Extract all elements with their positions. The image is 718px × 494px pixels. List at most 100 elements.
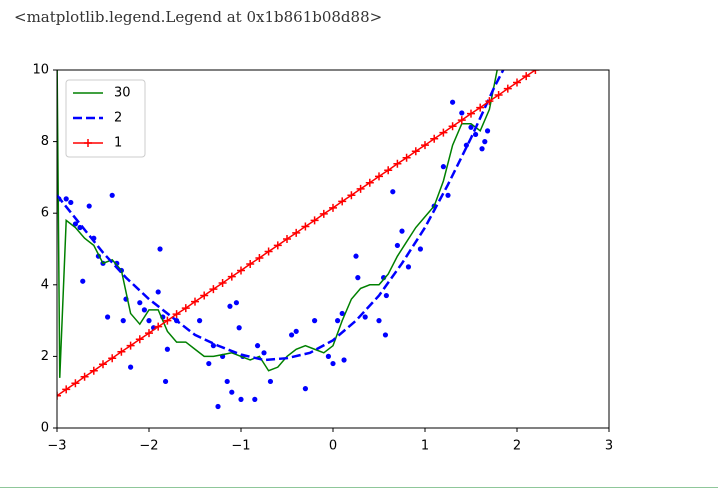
plus-marker (310, 216, 319, 225)
plus-marker (301, 222, 310, 231)
plus-marker (485, 97, 494, 106)
scatter-point (197, 318, 203, 324)
scatter-point (238, 396, 244, 402)
scatter-point (325, 353, 331, 359)
scatter-point (394, 242, 400, 249)
plus-marker (503, 84, 512, 93)
scatter-point (445, 192, 451, 198)
plus-marker (117, 347, 126, 356)
x-tick-label: −3 (47, 439, 66, 454)
plus-marker (172, 310, 181, 319)
scatter-point (137, 300, 143, 306)
scatter-point (162, 378, 169, 385)
plus-marker (154, 322, 163, 331)
plus-marker (237, 266, 245, 275)
plus-marker (126, 341, 135, 350)
scatter-point (376, 318, 382, 324)
x-tick-label: 2 (513, 439, 521, 454)
scatter-point (267, 378, 274, 385)
legend-marker (84, 139, 92, 147)
scatter-point (383, 292, 389, 299)
plus-marker (80, 372, 89, 381)
plus-marker (531, 70, 540, 74)
x-tick-label: −1 (231, 439, 250, 454)
scatter-point (233, 300, 239, 306)
scatter-point (261, 350, 267, 356)
plus-marker (227, 272, 236, 281)
scatter-point (157, 246, 163, 252)
scatter-point (141, 307, 147, 313)
plus-marker (57, 391, 61, 400)
x-tick-label: 0 (329, 439, 337, 454)
plus-marker (457, 116, 466, 125)
plus-marker (246, 260, 255, 269)
plus-marker (62, 385, 71, 394)
scatter-point (339, 310, 345, 317)
scatter-point (390, 189, 396, 195)
scatter-point (146, 318, 152, 324)
legend-label: 1 (114, 136, 122, 151)
plus-marker (375, 172, 383, 181)
scatter-point (330, 360, 336, 367)
bottom-border (0, 487, 718, 488)
plus-marker (292, 228, 301, 237)
plus-marker (347, 191, 356, 200)
series-line (57, 70, 498, 378)
x-tick-label: −2 (139, 439, 158, 454)
axes-frame (56, 69, 610, 429)
y-tick-label: 6 (41, 206, 49, 221)
plus-marker (200, 291, 209, 300)
scatter-point (484, 128, 491, 134)
legend-label: 2 (114, 111, 122, 126)
plus-marker (283, 234, 291, 243)
scatter-point (468, 124, 474, 130)
scatter-point (86, 203, 92, 209)
plus-marker (181, 304, 190, 313)
scatter-point (362, 314, 368, 320)
scatter-point (382, 332, 389, 338)
legend-label: 30 (114, 86, 131, 101)
scatter-point (164, 346, 170, 352)
y-tick-label: 8 (41, 134, 49, 149)
scatter-point (128, 364, 134, 370)
scatter-point (405, 264, 412, 270)
y-tick-label: 10 (32, 63, 49, 78)
plus-marker (494, 91, 503, 100)
scatter-point (459, 110, 465, 116)
scatter-point (399, 228, 405, 234)
plus-marker (411, 147, 420, 156)
scatter-point (68, 199, 74, 206)
scatter-point (335, 318, 341, 324)
plus-marker (99, 360, 107, 369)
scatter-point (252, 396, 258, 402)
scatter-point (293, 328, 299, 334)
plus-marker (135, 335, 144, 344)
y-tick-label: 4 (41, 277, 49, 292)
scatter-point (417, 246, 423, 252)
plus-marker (264, 247, 273, 256)
plus-marker (108, 354, 117, 363)
plus-marker (467, 109, 475, 118)
plus-marker (255, 253, 264, 262)
plus-marker (513, 78, 521, 87)
plus-marker (163, 316, 172, 325)
series-line (57, 70, 505, 362)
plus-marker (273, 241, 282, 250)
scatter-point (482, 139, 488, 145)
scatter-point (229, 389, 235, 395)
plus-marker (393, 159, 402, 168)
plus-marker (319, 209, 328, 218)
plus-marker (338, 197, 347, 206)
scatter-point (353, 253, 359, 259)
plus-marker (145, 329, 153, 338)
scatter-point (440, 164, 446, 170)
scatter-point (254, 343, 261, 349)
scatter-point (215, 403, 221, 410)
scatter-point (80, 278, 86, 284)
scatter-point (479, 146, 485, 152)
scatter-point (236, 325, 242, 331)
scatter-point (210, 343, 216, 349)
plus-marker (448, 122, 457, 131)
